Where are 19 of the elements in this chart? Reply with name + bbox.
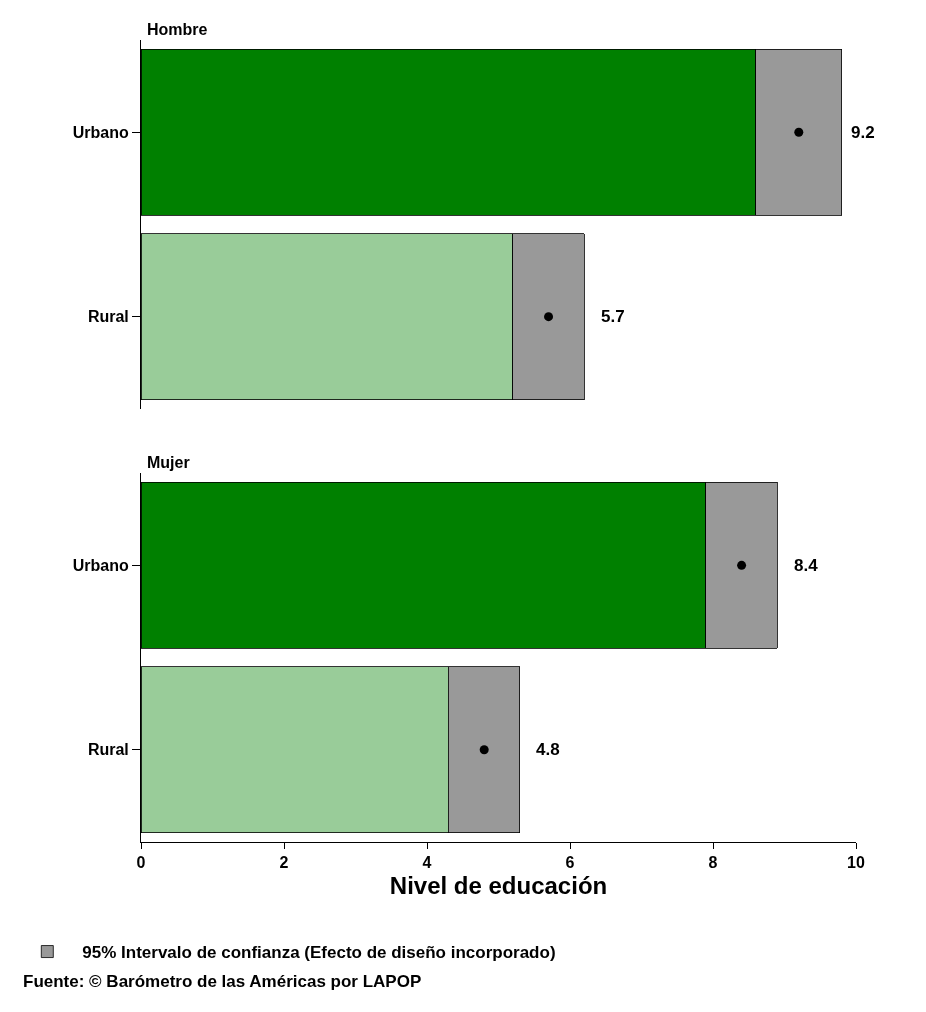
y-tick-label: Rural <box>87 308 129 326</box>
y-tick-label: Urbano <box>72 556 130 574</box>
x-axis-title: Nivel de educación <box>389 871 608 899</box>
chart-title: Hombre <box>147 21 208 38</box>
x-tick-label: 2 <box>279 854 289 872</box>
data-label: 4.8 <box>536 740 560 759</box>
x-tick-label: 8 <box>708 854 718 872</box>
x-tick-label: 0 <box>136 854 146 872</box>
legend-label: 95% Intervalo de confianza (Efecto de diseño incorporado) <box>82 943 556 963</box>
y-tick-label: Urbano <box>72 123 130 141</box>
data-label: 8.4 <box>794 556 819 575</box>
x-tick-label: 4 <box>422 854 432 872</box>
source-note: Fuente: © Barómetro de las Américas por LAPOP <box>23 972 422 991</box>
chart-title: Mujer <box>147 454 190 471</box>
y-tick-label: Rural <box>87 741 129 759</box>
x-tick-label: 6 <box>565 854 575 872</box>
data-label: 5.7 <box>601 307 625 326</box>
x-tick-label: 10 <box>847 854 865 872</box>
data-label: 9.2 <box>851 123 875 142</box>
